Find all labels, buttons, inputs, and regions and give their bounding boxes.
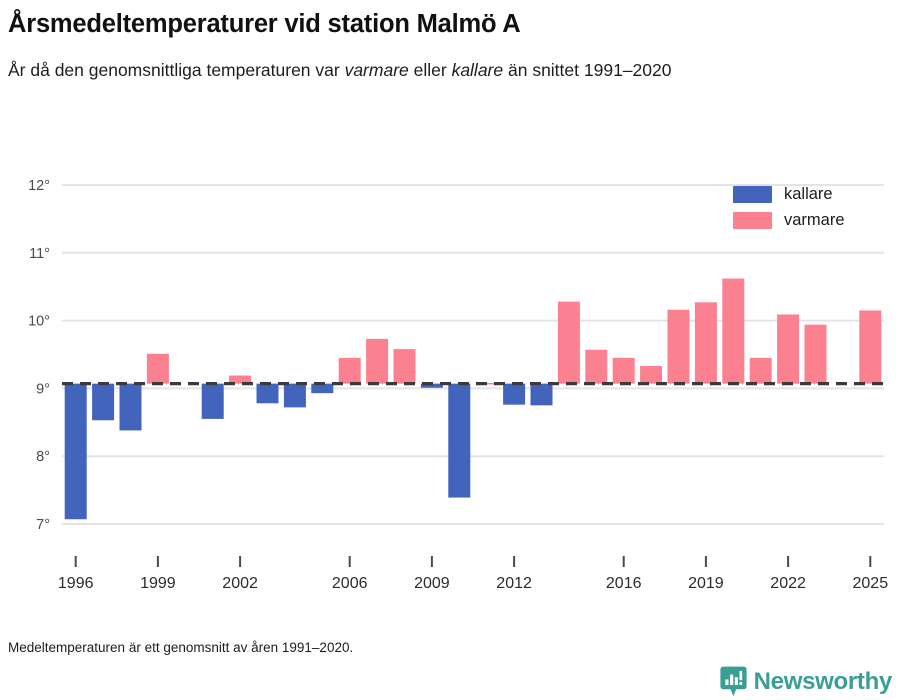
legend-label-kallare: kallare [784,185,833,204]
bar-1999[interactable] [146,353,169,384]
newsworthy-logo[interactable]: Newsworthy [720,666,892,697]
bar-2014[interactable] [557,301,580,384]
chart-header: Årsmedeltemperaturer vid station Malmö A… [8,10,892,82]
bar-2015[interactable] [585,349,608,384]
legend-item-varmare[interactable]: varmare [733,212,845,229]
y-axis-tick-label: 7° [36,517,50,533]
chart-footnote: Medeltemperaturen är ett genomsnitt av å… [8,640,354,655]
subtitle-emphasis-varmare: varmare [344,59,409,80]
bar-2009[interactable] [420,383,443,388]
subtitle-text-3: än snittet 1991–2020 [503,59,672,80]
x-axis-tick-label: 2022 [770,575,806,592]
x-axis-tick-label: 2009 [414,575,450,592]
bar-2016[interactable] [612,357,635,384]
bar-2023[interactable] [804,324,827,384]
bar-2017[interactable] [640,366,663,384]
chart-subtitle: År då den genomsnittliga temperaturen va… [8,58,838,83]
bar-2019[interactable] [694,302,717,384]
bar-2005[interactable] [311,383,334,394]
newsworthy-bubble-chart-icon [720,666,747,697]
bar-2003[interactable] [256,383,279,404]
bar-1996[interactable] [64,383,87,520]
bar-2020[interactable] [722,278,745,384]
bar-1998[interactable] [119,383,142,431]
legend-label-varmare: varmare [784,211,845,230]
y-axis-tick-label: 10° [28,314,50,330]
x-axis-tick-label: 2006 [332,575,368,592]
legend-swatch-varmare [733,212,772,229]
x-axis-tick-label: 2025 [853,575,889,592]
bar-2018[interactable] [667,309,690,384]
bar-2012[interactable] [503,383,526,405]
bar-1997[interactable] [92,383,115,421]
y-axis-tick-label: 9° [36,381,50,397]
bar-2002[interactable] [229,375,252,384]
bar-2013[interactable] [530,383,553,406]
x-axis-tick-label: 2002 [222,575,258,592]
chart-legend: kallare varmare [733,186,845,229]
x-axis-tick-label: 2019 [688,575,724,592]
x-axis-tick-label: 1996 [58,575,94,592]
bar-2025[interactable] [859,310,882,384]
x-axis-tick-label: 2012 [496,575,532,592]
x-axis-tick-label: 2016 [606,575,642,592]
bar-2001[interactable] [201,383,224,419]
bar-2021[interactable] [749,357,772,384]
bar-2006[interactable] [338,357,361,384]
bar-2010[interactable] [448,383,471,498]
subtitle-text-2: eller [408,59,452,80]
newsworthy-wordmark: Newsworthy [753,667,893,695]
subtitle-text-1: År då den genomsnittliga temperaturen va… [8,59,345,80]
bar-2004[interactable] [283,383,306,408]
subtitle-emphasis-kallare: kallare [451,59,504,80]
bar-2007[interactable] [366,338,389,384]
y-axis-tick-label: 12° [28,178,50,194]
bar-2008[interactable] [393,349,416,384]
legend-item-kallare[interactable]: kallare [733,186,845,203]
page-title: Årsmedeltemperaturer vid station Malmö A [8,10,521,38]
y-axis-tick-label: 11° [29,246,50,262]
bar-2022[interactable] [777,314,800,384]
y-axis-tick-label: 8° [36,449,50,465]
legend-swatch-kallare [733,186,772,203]
x-axis-tick-label: 1999 [140,575,176,592]
